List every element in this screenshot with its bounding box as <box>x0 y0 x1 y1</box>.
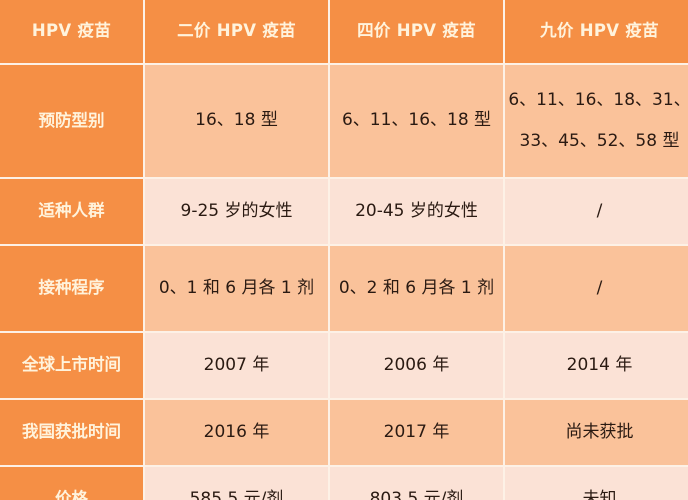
row-label-schedule: 接种程序 <box>0 246 143 331</box>
cell-bivalent-types: 16、18 型 <box>145 65 328 177</box>
row-label-prevented-types: 预防型别 <box>0 65 143 177</box>
cell-quadrivalent-china-approval: 2017 年 <box>330 400 503 465</box>
row-label-price: 价格 <box>0 467 143 500</box>
cell-bivalent-schedule: 0、1 和 6 月各 1 剂 <box>145 246 328 331</box>
header-bivalent: 二价 HPV 疫苗 <box>145 0 328 63</box>
cell-nonavalent-schedule: / <box>505 246 688 331</box>
header-quadrivalent: 四价 HPV 疫苗 <box>330 0 503 63</box>
cell-bivalent-china-approval: 2016 年 <box>145 400 328 465</box>
cell-nonavalent-types-line1: 6、11、16、18、31、 <box>508 90 688 110</box>
row-label-china-approval: 我国获批时间 <box>0 400 143 465</box>
cell-bivalent-population: 9-25 岁的女性 <box>145 179 328 244</box>
cell-nonavalent-types-line2: 33、45、52、58 型 <box>519 131 680 151</box>
header-vaccine-type: HPV 疫苗 <box>0 0 143 63</box>
cell-nonavalent-price: 未知 <box>505 467 688 500</box>
cell-nonavalent-china-approval: 尚未获批 <box>505 400 688 465</box>
cell-nonavalent-global-launch: 2014 年 <box>505 333 688 398</box>
cell-quadrivalent-population: 20-45 岁的女性 <box>330 179 503 244</box>
row-label-target-population: 适种人群 <box>0 179 143 244</box>
cell-bivalent-global-launch: 2007 年 <box>145 333 328 398</box>
cell-bivalent-price: 585.5 元/剂 <box>145 467 328 500</box>
cell-nonavalent-types: 6、11、16、18、31、 33、45、52、58 型 <box>505 65 688 177</box>
cell-quadrivalent-types: 6、11、16、18 型 <box>330 65 503 177</box>
cell-nonavalent-population: / <box>505 179 688 244</box>
cell-quadrivalent-schedule: 0、2 和 6 月各 1 剂 <box>330 246 503 331</box>
header-nonavalent: 九价 HPV 疫苗 <box>505 0 688 63</box>
cell-quadrivalent-global-launch: 2006 年 <box>330 333 503 398</box>
row-label-global-launch: 全球上市时间 <box>0 333 143 398</box>
cell-quadrivalent-price: 803.5 元/剂 <box>330 467 503 500</box>
